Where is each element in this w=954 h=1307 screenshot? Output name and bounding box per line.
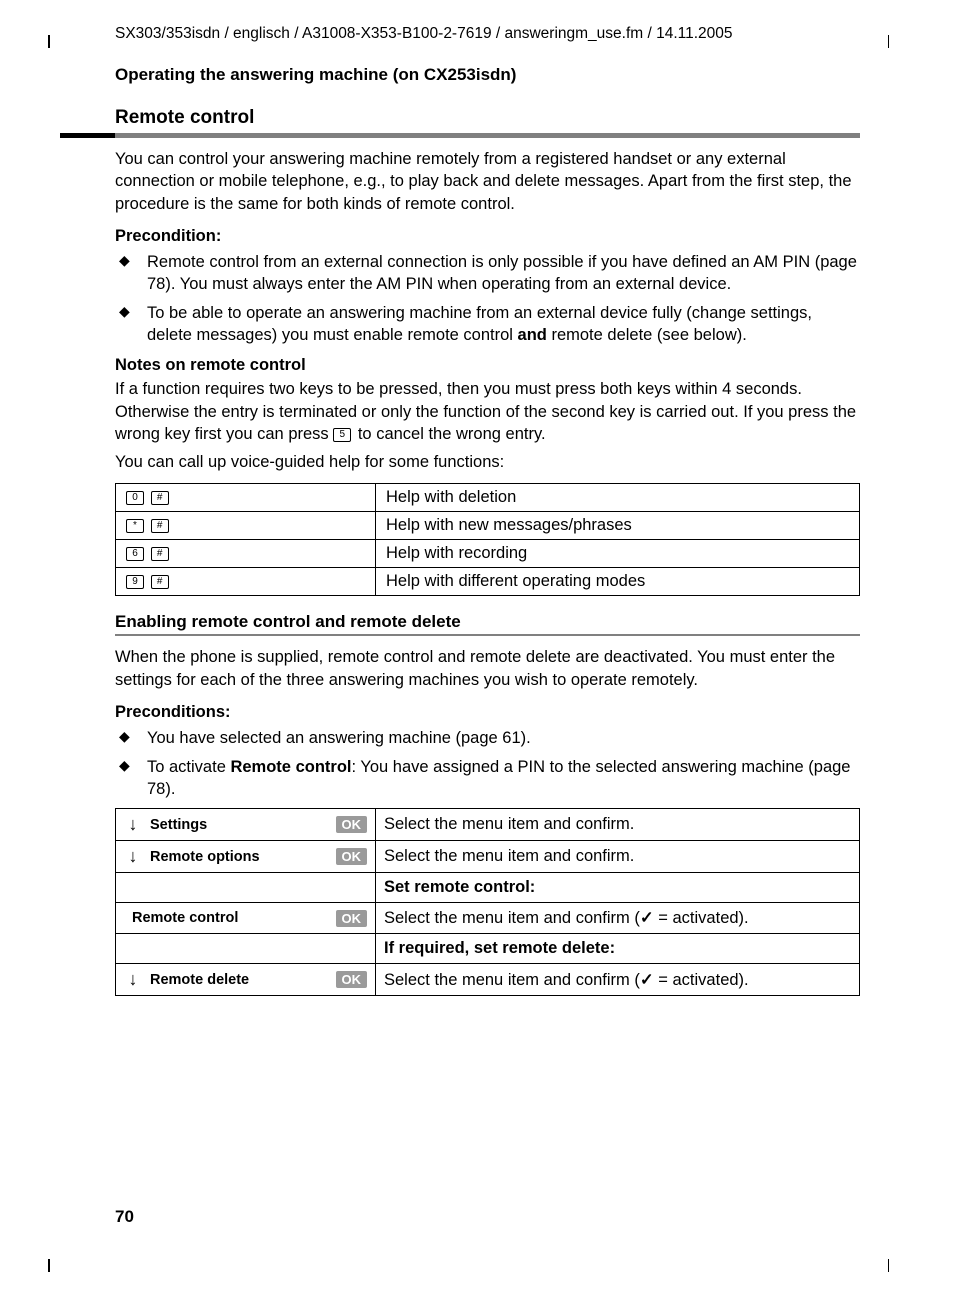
- enable-intro: When the phone is supplied, remote contr…: [115, 646, 860, 691]
- help-keys: 0 #: [116, 484, 376, 512]
- help-row: * #Help with new messages/phrases: [116, 512, 860, 540]
- menu-action-cell: ↓ Remote options OK: [116, 841, 376, 873]
- crop-mark: [888, 35, 890, 48]
- keycap-icon: 6: [126, 547, 144, 561]
- heading-level-3: Enabling remote control and remote delet…: [115, 612, 894, 632]
- menu-row: ↓ Remote options OK Select the menu item an…: [116, 841, 860, 873]
- ok-badge: OK: [336, 816, 368, 833]
- help-desc: Help with new messages/phrases: [376, 512, 860, 540]
- menu-label: Remote delete: [150, 972, 328, 988]
- ok-badge: OK: [336, 848, 368, 865]
- help-row: 9 #Help with different operating modes: [116, 568, 860, 596]
- notes-body: If a function requires two keys to be pr…: [115, 378, 860, 445]
- keycap-icon: #: [151, 547, 169, 561]
- menu-subheading: Set remote control:: [376, 873, 860, 903]
- ok-badge: OK: [336, 910, 368, 927]
- help-row: 6 #Help with recording: [116, 540, 860, 568]
- menu-label: Remote options: [150, 849, 328, 865]
- notes-heading: Notes on remote control: [115, 354, 860, 376]
- help-row: 0 #Help with deletion: [116, 484, 860, 512]
- menu-label: Settings: [150, 817, 328, 833]
- menu-desc: Select the menu item and confirm (✓ = ac…: [376, 964, 860, 996]
- help-table: 0 #Help with deletion* #Help with new me…: [115, 483, 860, 596]
- menu-empty-cell: [116, 873, 376, 903]
- heading-level-1: Operating the answering machine (on CX25…: [115, 65, 894, 85]
- keycap-icon: #: [151, 575, 169, 589]
- menu-action-cell: Remote control OK: [116, 903, 376, 934]
- menu-empty-cell: [116, 934, 376, 964]
- down-arrow-icon: ↓: [124, 814, 142, 835]
- preconditions2-label: Preconditions:: [115, 701, 860, 723]
- menu-row: Set remote control:: [116, 873, 860, 903]
- ok-badge: OK: [336, 971, 368, 988]
- precondition-item: You have selected an answering machine (…: [115, 727, 860, 749]
- menu-subheading: If required, set remote delete:: [376, 934, 860, 964]
- precondition-item: To be able to operate an answering machi…: [115, 302, 860, 347]
- menu-table: ↓ Settings OK Select the menu item and conf…: [115, 808, 860, 996]
- section-rule: [60, 133, 860, 138]
- help-desc: Help with different operating modes: [376, 568, 860, 596]
- help-desc: Help with deletion: [376, 484, 860, 512]
- menu-row: If required, set remote delete:: [116, 934, 860, 964]
- keycap-icon: #: [151, 491, 169, 505]
- intro-paragraph: You can control your answering machine r…: [115, 148, 860, 215]
- header-path: SX303/353isdn / englisch / A31008-X353-B…: [115, 25, 894, 43]
- voice-help-text: You can call up voice-guided help for so…: [115, 451, 860, 473]
- precondition-list-2: You have selected an answering machine (…: [115, 727, 860, 800]
- crop-mark: [48, 1259, 50, 1272]
- crop-mark: [48, 35, 50, 48]
- help-keys: * #: [116, 512, 376, 540]
- key-5-icon: 5: [333, 428, 351, 442]
- precondition-item: To activate Remote control: You have ass…: [115, 756, 860, 801]
- crop-mark: [888, 1259, 890, 1272]
- menu-row: Remote control OK Select the menu item and…: [116, 903, 860, 934]
- menu-action-cell: ↓ Remote delete OK: [116, 964, 376, 996]
- page-number: 70: [115, 1207, 134, 1227]
- keycap-icon: #: [151, 519, 169, 533]
- menu-row: ↓ Remote delete OK Select the menu item and…: [116, 964, 860, 996]
- down-arrow-icon: ↓: [124, 846, 142, 867]
- precondition-list-1: Remote control from an external connecti…: [115, 251, 860, 346]
- menu-row: ↓ Settings OK Select the menu item and conf…: [116, 809, 860, 841]
- keycap-icon: *: [126, 519, 144, 533]
- help-keys: 9 #: [116, 568, 376, 596]
- menu-action-cell: ↓ Settings OK: [116, 809, 376, 841]
- precondition-item: Remote control from an external connecti…: [115, 251, 860, 296]
- help-desc: Help with recording: [376, 540, 860, 568]
- menu-desc: Select the menu item and confirm (✓ = ac…: [376, 903, 860, 934]
- keycap-icon: 9: [126, 575, 144, 589]
- checkmark-icon: ✓: [640, 909, 654, 927]
- keycap-icon: 0: [126, 491, 144, 505]
- menu-desc: Select the menu item and confirm.: [376, 841, 860, 873]
- menu-desc: Select the menu item and confirm.: [376, 809, 860, 841]
- menu-label: Remote control: [132, 910, 328, 926]
- help-keys: 6 #: [116, 540, 376, 568]
- subsection-rule: [115, 634, 860, 636]
- down-arrow-icon: ↓: [124, 969, 142, 990]
- precondition-label: Precondition:: [115, 225, 860, 247]
- heading-level-2: Remote control: [115, 107, 894, 129]
- checkmark-icon: ✓: [640, 971, 654, 989]
